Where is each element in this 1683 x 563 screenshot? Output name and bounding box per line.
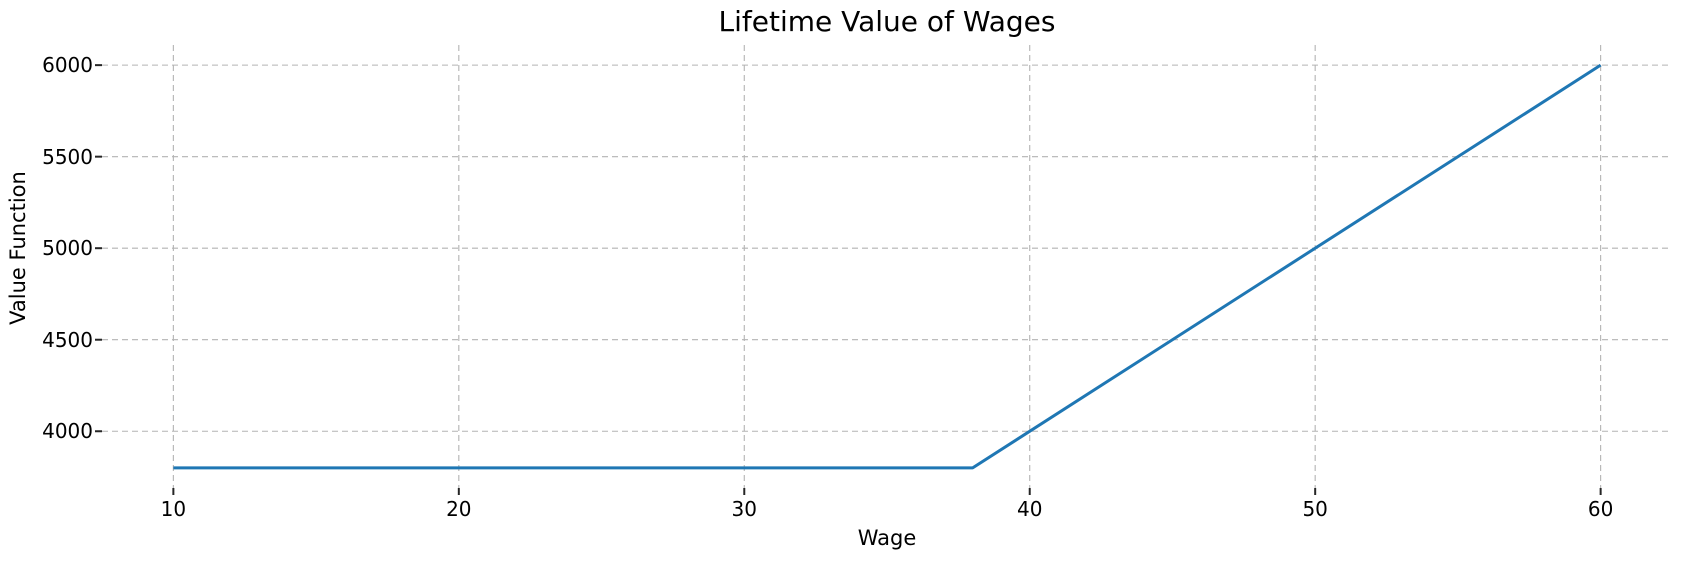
y-tick-label: 4500 bbox=[42, 327, 93, 352]
series-line-value-function bbox=[173, 63, 1602, 470]
x-tick-label: 10 bbox=[160, 497, 187, 521]
plot-area bbox=[95, 45, 1672, 495]
x-tick-label: 20 bbox=[446, 497, 472, 521]
x-tick-label: 50 bbox=[1302, 497, 1328, 521]
chart-title: Lifetime Value of Wages bbox=[718, 5, 1056, 38]
y-tick-label: 5500 bbox=[42, 144, 93, 169]
x-tick-label: 60 bbox=[1587, 497, 1614, 521]
x-tick-label: 30 bbox=[731, 497, 757, 521]
y-tick-label: 4000 bbox=[42, 419, 93, 444]
y-tick-label: 6000 bbox=[42, 53, 93, 78]
x-axis-label: Wage bbox=[857, 526, 917, 550]
y-tick-label: 5000 bbox=[42, 236, 93, 261]
x-tick-label: 40 bbox=[1016, 497, 1043, 521]
